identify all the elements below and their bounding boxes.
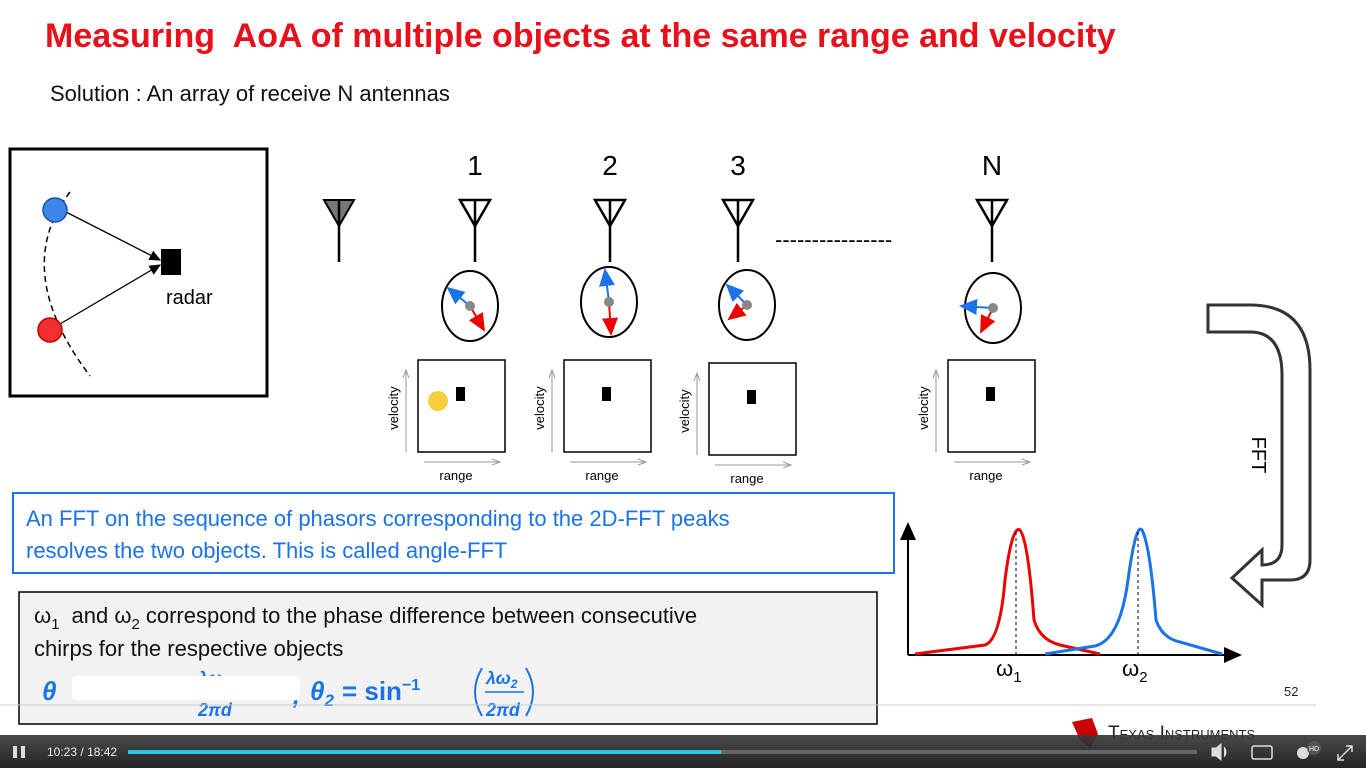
phasor-center	[742, 300, 752, 310]
scene: radar	[8, 147, 269, 398]
page-number: 52	[1284, 684, 1298, 699]
player-bar: 10:23 / 18:42 HD	[0, 735, 1366, 768]
antenna	[720, 198, 756, 262]
axis-label: range	[969, 468, 1002, 483]
subscript: 1	[51, 616, 59, 633]
axis-label: range	[730, 471, 763, 486]
pause-button[interactable]	[21, 746, 25, 758]
callout-line: An FFT on the sequence of phasors corres…	[26, 506, 730, 531]
antenna	[974, 198, 1010, 262]
antenna	[457, 198, 493, 262]
cursor-highlight	[428, 391, 448, 411]
phasor-red	[602, 301, 618, 336]
radar-label: radar	[166, 287, 213, 309]
subscript: 2	[132, 616, 140, 633]
theta2: θ2 = sin−1	[310, 676, 420, 710]
time: 10:23 / 18:42	[47, 745, 117, 759]
phasor-blue	[959, 299, 994, 315]
subtitle: Solution : An array of receive N antenna…	[50, 81, 450, 106]
slide-title: Measuring AoA of multiple objects at the…	[45, 17, 1116, 55]
phasor-center	[604, 297, 614, 307]
peak-cell	[986, 387, 995, 401]
tx-antenna	[322, 199, 356, 262]
captions[interactable]	[1251, 745, 1273, 760]
sub: 2	[324, 691, 335, 710]
denominator: 2πd	[197, 700, 233, 720]
s: ω	[996, 656, 1013, 681]
dashes: ----------------	[775, 227, 892, 252]
peak-cell	[456, 387, 465, 401]
callout-line: resolves the two objects. This is called…	[26, 538, 507, 563]
symbol: ω	[34, 603, 51, 628]
note-box	[18, 591, 878, 725]
sep: /	[80, 745, 84, 759]
elapsed: 10:23	[47, 745, 77, 759]
volume[interactable]	[1211, 742, 1227, 762]
spectrum: ω1 ω2	[900, 522, 1242, 686]
antenna-label: 3	[730, 150, 746, 181]
axis-label: velocity	[386, 386, 401, 430]
fft-label: FFT	[1247, 437, 1269, 474]
peak-label: ω2	[1122, 656, 1148, 686]
sub: 2	[1139, 669, 1147, 686]
peak-cell	[747, 390, 756, 404]
axis-label: range	[439, 468, 472, 483]
antenna-label: 1	[467, 150, 483, 181]
axis-label: velocity	[916, 386, 931, 430]
axis-label: velocity	[532, 386, 547, 430]
quality-badge	[1307, 741, 1321, 755]
redaction	[72, 676, 300, 700]
phasor-center	[465, 301, 475, 311]
phasor-center	[988, 303, 998, 313]
note-line: ω1 and ω2 correspond to the phase differen…	[34, 603, 697, 633]
t: θ	[310, 676, 325, 706]
s: ω	[1122, 656, 1139, 681]
axis-label: velocity	[677, 389, 692, 433]
fft-arrow: FFT	[1206, 303, 1312, 609]
callout-box	[12, 492, 895, 574]
total: 18:42	[87, 745, 117, 759]
sub: 1	[1013, 669, 1021, 686]
sub: 2	[510, 677, 518, 691]
text: and ω	[72, 603, 132, 628]
t: λω	[485, 668, 511, 688]
antenna-label: 2	[602, 150, 618, 181]
peak-label: ω1	[996, 656, 1022, 686]
fullscreen[interactable]	[1337, 745, 1353, 761]
note-line: chirps for the respective objects	[34, 636, 343, 661]
peak-cell	[602, 387, 611, 401]
range-doppler-map	[708, 362, 797, 456]
settings[interactable]	[1297, 747, 1309, 759]
antenna-label: N	[982, 150, 1002, 181]
axis-label: range	[585, 468, 618, 483]
t: = sin	[342, 676, 402, 706]
progress-played	[128, 750, 722, 754]
sup: −1	[402, 677, 420, 694]
antenna	[592, 198, 628, 262]
denominator: 2πd	[485, 700, 521, 720]
phasor-blue	[599, 268, 615, 303]
pause-button[interactable]	[13, 746, 17, 758]
text: correspond to the phase difference betwe…	[146, 603, 697, 628]
range-doppler-map	[947, 359, 1036, 453]
theta: θ	[42, 676, 57, 706]
numerator: λω2	[485, 668, 518, 691]
range-doppler-map	[563, 359, 652, 453]
quality: HD	[1309, 746, 1319, 753]
